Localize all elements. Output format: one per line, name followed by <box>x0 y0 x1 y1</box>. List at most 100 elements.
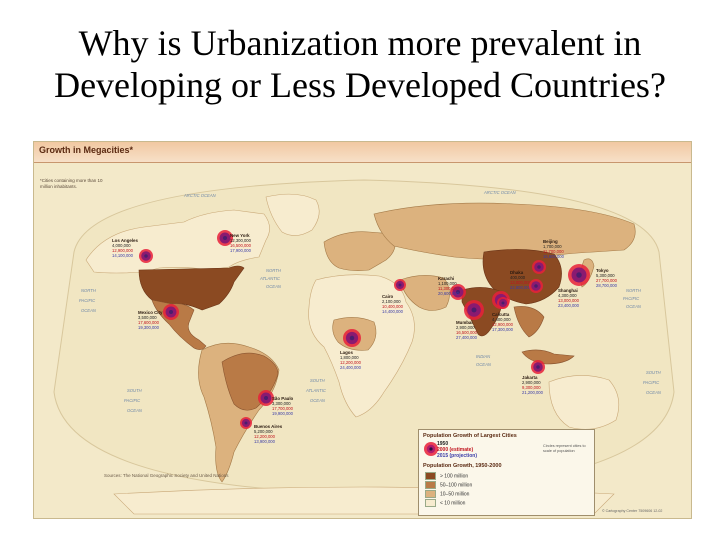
city-population-2000: 9,300,000 <box>522 385 541 390</box>
city-population-2015: 27,400,000 <box>456 335 478 340</box>
city-label: Karachi <box>438 276 454 281</box>
ocean-label-atlantic: ATLANTIC <box>259 276 281 281</box>
legend-swatch-10-50 <box>425 490 436 498</box>
legend-title-growth: Population Growth, 1950-2000 <box>423 463 502 469</box>
city-population-1950: 2,900,000 <box>522 380 541 385</box>
legend-year-2000: 2000 (estimate) <box>437 447 474 453</box>
map-header: Growth in Megacities* <box>34 142 691 163</box>
city-population-2015: 17,300,000 <box>492 327 514 332</box>
ocean-label-spe-2: PACIFIC <box>643 380 660 385</box>
legend-year-1950: 1950 <box>437 441 449 447</box>
city-marker-1950 <box>536 365 540 369</box>
europe <box>323 231 396 271</box>
city-population-2000: 17,700,000 <box>272 406 294 411</box>
city-label: Beijing <box>543 239 558 244</box>
city-label: Buenos Aires <box>254 424 283 429</box>
city-label: Mexico City <box>138 310 163 315</box>
city-label: Los Angeles <box>112 238 139 243</box>
ocean-label-spw-1: SOUTH <box>127 388 143 393</box>
city-label: Shanghai <box>558 288 578 293</box>
ocean-label-npw-2: PACIFIC <box>79 298 96 303</box>
city-marker-1950 <box>471 307 477 313</box>
usa <box>138 265 245 311</box>
slide-title: Why is Urbanization more prevalent in De… <box>54 23 666 105</box>
ocean-label-npe-3: OCEAN <box>626 304 642 309</box>
legend-row-50-100: 50–100 million <box>425 481 473 489</box>
city-population-1950: 3,500,000 <box>138 315 157 320</box>
city-population-2015: 15,600,000 <box>543 254 565 259</box>
city-population-1950: 4,300,000 <box>558 293 577 298</box>
city-label: New York <box>230 233 250 238</box>
legend-title-cities: Population Growth of Largest Cities <box>423 433 517 439</box>
city-population-2015: 14,100,000 <box>112 253 134 258</box>
city-population-2000: 12,900,000 <box>112 248 134 253</box>
map-note: *Cities containing more than 10 million … <box>40 178 103 189</box>
ocean-label-sa-2: ATLANTIC <box>305 388 327 393</box>
city-population-2000: 12,200,000 <box>254 434 276 439</box>
legend-label-10-50: 10–50 million <box>440 491 470 498</box>
city-population-1950: 1,700,000 <box>543 244 562 249</box>
city-label: Jakarta <box>522 375 538 380</box>
legend-swatch-50-100 <box>425 481 436 489</box>
city-label: Lagos <box>340 350 353 355</box>
ocean-label-north: NORTH <box>266 268 282 273</box>
ocean-label-spw-3: OCEAN <box>127 408 143 413</box>
city-population-1950: 12,300,000 <box>230 238 252 243</box>
city-population-1950: 1,100,000 <box>438 281 457 286</box>
ocean-label-npw-3: OCEAN <box>81 308 97 313</box>
ocean-label-npe-2: PACIFIC <box>623 296 640 301</box>
city-label: Dhaka <box>510 270 524 275</box>
legend-year-2015: 2015 (projection) <box>437 453 478 459</box>
city-label: Mumbai <box>456 320 473 325</box>
legend-row-under10: < 10 million <box>425 499 466 507</box>
map-legend: Population Growth of Largest Cities 1950… <box>418 429 595 516</box>
city-population-2015: 22,800,000 <box>510 285 532 290</box>
city-population-2000: 13,000,000 <box>510 280 532 285</box>
ocean-label-spe-1: SOUTH <box>646 370 662 375</box>
city-population-1950: 5,200,000 <box>254 429 273 434</box>
city-population-2000: 27,700,000 <box>596 278 618 283</box>
legend-label-over100: > 100 million <box>440 473 469 480</box>
city-marker-1950 <box>398 283 402 287</box>
city-marker-1950 <box>349 335 355 341</box>
city-label: Cairo <box>382 294 394 299</box>
ocean-label-sa-1: SOUTH <box>310 378 326 383</box>
city-marker-1950 <box>534 284 538 288</box>
city-population-2015: 17,900,000 <box>230 248 252 253</box>
city-population-2015: 13,900,000 <box>254 439 276 444</box>
legend-note: Circles represent cities to scale of pop… <box>543 444 586 453</box>
legend-swatch-over100 <box>425 472 436 480</box>
city-marker-1950 <box>223 236 227 240</box>
russia <box>373 202 636 261</box>
city-population-2015: 19,900,000 <box>272 411 294 416</box>
city-population-2000: 13,000,000 <box>558 298 580 303</box>
ocean-label-sa-3: OCEAN <box>310 398 326 403</box>
legend-label-under10: < 10 million <box>440 500 466 507</box>
city-label: Calcutta <box>492 312 510 317</box>
city-population-2015: 14,400,000 <box>382 309 404 314</box>
ocean-label-indian-1: INDIAN <box>476 354 491 359</box>
map-sources: Sources: The National Geographic Society… <box>104 473 229 478</box>
city-population-2000: 12,200,000 <box>340 360 362 365</box>
legend-label-50-100: 50–100 million <box>440 482 473 489</box>
map-copyright: © Cartography Center 7509606 12-02 <box>602 509 663 513</box>
city-marker-1950 <box>576 272 582 278</box>
ocean-label-spe-3: OCEAN <box>646 390 662 395</box>
city-marker-1950 <box>456 290 460 294</box>
ocean-label-npw-1: NORTH <box>81 288 97 293</box>
city-population-1950: 1,800,000 <box>340 355 359 360</box>
city-population-2015: 24,400,000 <box>340 365 362 370</box>
ocean-label-arctic: ARCTIC OCEAN <box>183 193 217 198</box>
city-population-2000: 17,600,000 <box>138 320 160 325</box>
city-population-1950: 2,100,000 <box>382 299 401 304</box>
city-population-2015: 20,600,000 <box>438 291 460 296</box>
map-canvas: ARCTIC OCEAN ARCTIC OCEAN NORTH ATLANTIC… <box>34 142 691 518</box>
city-layer: Los Angeles4,000,00012,900,00014,100,000… <box>112 230 618 444</box>
